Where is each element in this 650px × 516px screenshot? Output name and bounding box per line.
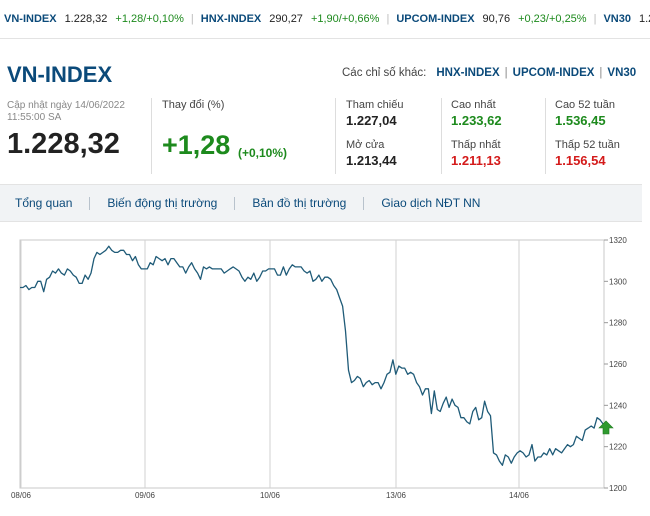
stat-label: Thấp nhất [451,139,501,151]
y-tick-label: 1320 [609,236,627,245]
divider [151,98,152,174]
up-arrow-icon [598,420,614,435]
chart-y-axis: 1200 1220 1240 1260 1280 1300 1320 [604,236,627,493]
stat-label: Tham chiếu [346,99,404,111]
link-hnx-index[interactable]: HNX-INDEX [436,67,500,79]
x-tick-label: 13/06 [386,491,407,500]
ticker-separator: | [386,13,390,25]
ticker-item-vn30[interactable]: VN30 1.26 [599,0,650,38]
link-separator: | [504,67,508,79]
divider [335,98,336,174]
link-vn30[interactable]: VN30 [607,67,637,79]
ticker-symbol: HNX-INDEX [200,13,262,25]
ticker-separator: | [190,13,194,25]
change-label: Thay đổi (%) [162,99,225,111]
stat-value: 1.213,44 [346,153,397,168]
tab-overview[interactable]: Tổng quan [15,196,73,210]
stat-high-52w: Cao 52 tuần 1.536,45 [555,99,615,129]
stat-label: Mở cửa [346,139,385,151]
y-tick-label: 1300 [609,277,627,286]
y-tick-label: 1220 [609,443,627,452]
stat-value: 1.227,04 [346,113,397,128]
link-upcom-index[interactable]: UPCOM-INDEX [512,67,595,79]
ticker-change: +1,90/+0,66% [310,13,380,25]
divider [545,98,546,174]
ticker-separator: | [593,13,597,25]
series-line-vnindex [20,245,604,466]
tab-market-map[interactable]: Bản đồ thị trường [252,196,347,210]
updated-time: 11:55:00 SA [7,112,62,123]
link-separator: | [599,67,603,79]
tab-market-movement[interactable]: Biến động thị trường [107,196,218,210]
stat-low: Thấp nhất 1.211,13 [451,139,501,169]
ticker-symbol: UPCOM-INDEX [396,13,475,25]
divider [441,98,442,174]
stat-label: Thấp 52 tuần [555,139,620,151]
stat-high: Cao nhất 1.233,62 [451,99,502,129]
tab-separator [89,197,91,211]
y-tick-label: 1200 [609,484,627,493]
tab-separator [234,197,236,211]
y-tick-label: 1240 [609,401,627,410]
ticker-value: 1.26 [638,13,650,25]
ticker-value: 290,27 [269,13,303,25]
ticker-item-vnindex[interactable]: VN-INDEX 1.228,32 +1,28/+0,10% [0,0,188,38]
updated-date: Cập nhật ngày 14/06/2022 [7,100,125,111]
ticker-symbol: VN-INDEX [4,13,57,25]
tab-foreign-trading[interactable]: Giao dịch NĐT NN [381,196,481,210]
stat-reference: Tham chiếu 1.227,04 [346,99,403,129]
change-value: +1,28 [162,130,231,160]
x-tick-label: 14/06 [509,491,530,500]
ticker-item-hnxindex[interactable]: HNX-INDEX 290,27 +1,90/+0,66% [197,0,384,38]
index-ticker-bar: VN-INDEX 1.228,32 +1,28/+0,10% | HNX-INDEX 29… [0,0,650,39]
stat-low-52w: Thấp 52 tuần 1.156,54 [555,139,620,169]
page-title: VN-INDEX [7,62,113,87]
other-indices-nav: Các chỉ số khác: HNX-INDEX | UPCOM-INDEX | VN… [342,67,636,79]
change-percent: (+0,10%) [238,146,288,160]
x-tick-label: 08/06 [11,491,32,500]
stat-value: 1.536,45 [555,113,606,128]
ticker-value: 90,76 [482,13,511,25]
chart-x-axis: 08/06 09/06 10/06 13/06 14/06 [11,491,530,500]
stat-label: Cao nhất [451,99,496,111]
stat-value: 1.233,62 [451,113,502,128]
ticker-change: +0,23/+0,25% [518,13,587,25]
index-line-chart: 1200 1220 1240 1260 1280 1300 1320 08/06 09/06 1… [11,236,627,500]
up-arrow-shape [598,420,614,435]
ticker-change: +1,28/+0,10% [115,13,184,25]
stat-open: Mở cửa 1.213,44 [346,139,397,169]
y-tick-label: 1280 [609,319,627,328]
ticker-symbol: VN30 [603,13,631,25]
x-tick-label: 09/06 [135,491,156,500]
y-tick-label: 1260 [609,360,627,369]
stat-label: Cao 52 tuần [555,99,615,111]
ticker-item-upcomindex[interactable]: UPCOM-INDEX 90,76 +0,23/+0,25% [392,0,590,38]
ticker-value: 1.228,32 [64,13,108,25]
other-indices-label: Các chỉ số khác: [342,67,427,79]
last-updated: Cập nhật ngày 14/06/2022 11:55:00 SA [7,100,147,124]
x-tick-label: 10/06 [260,491,281,500]
tab-bar: Tổng quan Biến động thị trường Bản đồ thị … [0,184,642,222]
stat-value: 1.156,54 [555,153,606,168]
current-price: 1.228,32 [7,128,120,160]
stat-value: 1.211,13 [451,153,501,168]
tab-separator [363,197,365,211]
